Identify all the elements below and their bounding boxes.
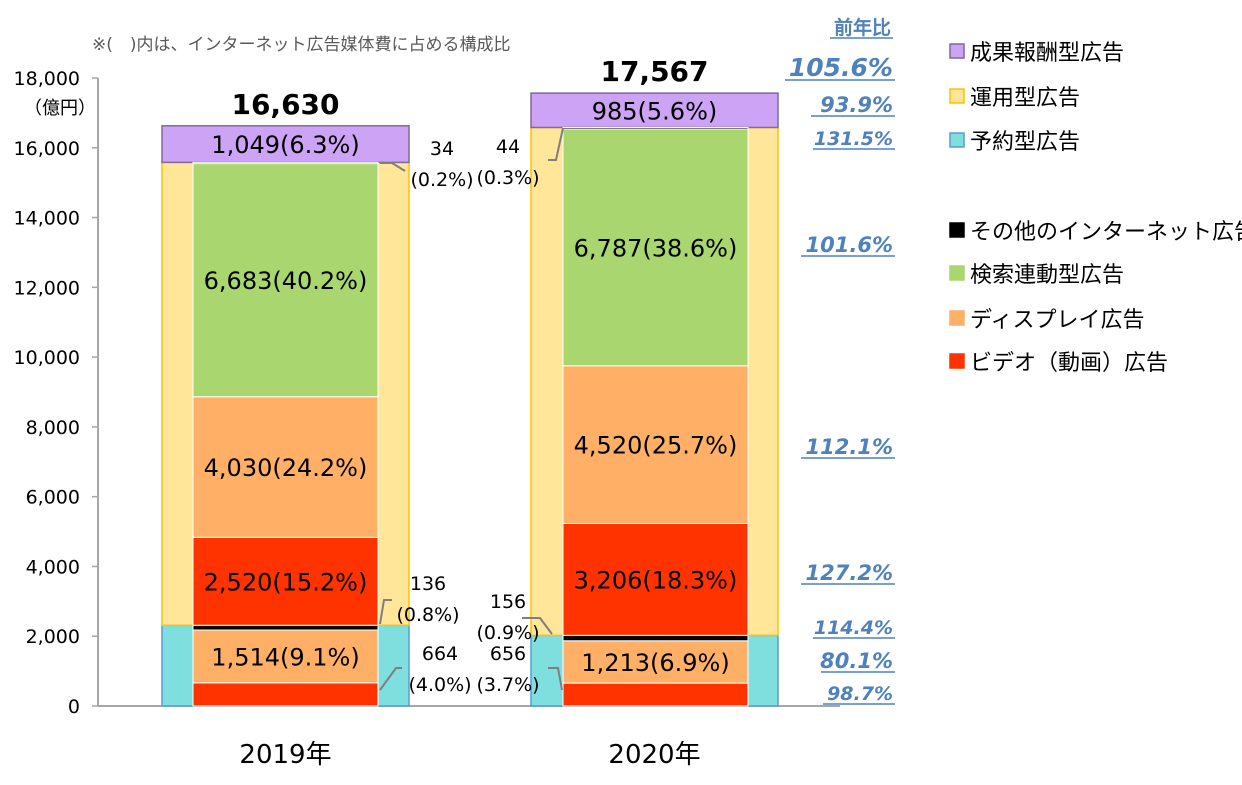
leader-line	[548, 667, 563, 691]
inner-segment	[562, 522, 749, 636]
small-share-label: (4.0%)	[408, 674, 471, 696]
segment-label: 6,683(40.2%)	[204, 267, 368, 295]
inner-segment	[192, 161, 379, 165]
segment-label: 985(5.6%)	[592, 97, 718, 125]
y-tick-label: 8,000	[26, 417, 80, 439]
leader-line	[379, 599, 392, 625]
yoy-value: 127.2%	[806, 561, 893, 585]
y-tick-label: 6,000	[26, 487, 80, 509]
yoy-value: 93.9%	[820, 93, 893, 117]
inner-segment	[562, 634, 749, 642]
inner-segment	[562, 682, 749, 707]
leader-line	[380, 162, 406, 172]
segment-label: 1,213(6.9%)	[581, 649, 729, 677]
yoy-value: 101.6%	[806, 233, 893, 257]
segment-label: 4,520(25.7%)	[574, 432, 738, 460]
legend-swatch	[949, 222, 965, 238]
legend-swatch	[949, 310, 965, 326]
legend-swatch	[949, 43, 965, 59]
yoy-value: 105.6%	[789, 53, 893, 82]
total-label: 17,567	[600, 55, 708, 88]
legend-label: ビデオ（動画）広告	[970, 351, 1168, 376]
small-share-label: (0.3%)	[476, 167, 539, 189]
legend-swatch	[949, 265, 965, 281]
small-value-label: 664	[422, 643, 458, 665]
small-value-label: 656	[490, 643, 526, 665]
y-tick-label: 16,000	[14, 138, 80, 160]
inner-segment	[192, 536, 379, 626]
legend-swatch	[949, 88, 965, 104]
segment-label: 1,049(6.3%)	[211, 131, 359, 159]
segment-label: 4,030(24.2%)	[204, 454, 368, 482]
legend-label: ディスプレイ広告	[970, 308, 1144, 333]
y-tick-label: 14,000	[14, 208, 80, 230]
yoy-value: 114.4%	[814, 617, 893, 639]
y-tick-label: 4,000	[26, 556, 80, 578]
inner-segment	[192, 163, 379, 398]
small-value-label: 136	[410, 573, 446, 595]
y-tick-label: 0	[68, 696, 80, 718]
inner-segment	[562, 640, 749, 684]
segment-label: 3,206(18.3%)	[574, 566, 738, 594]
yoy-value: 80.1%	[820, 649, 893, 673]
small-value-label: 34	[430, 138, 454, 160]
small-value-label: 156	[490, 591, 526, 613]
inner-segment	[192, 396, 379, 538]
y-tick-label: 10,000	[14, 347, 80, 369]
legend-label: 運用型広告	[970, 86, 1080, 111]
segment-label: 2,520(15.2%)	[204, 568, 368, 596]
y-tick-label: 12,000	[14, 277, 80, 299]
legend-label: 成果報酬型広告	[970, 41, 1124, 66]
segment-label: 6,787(38.6%)	[574, 234, 738, 262]
small-share-label: (3.7%)	[476, 674, 539, 696]
leader-line	[522, 617, 553, 635]
small-share-label: (0.2%)	[410, 169, 473, 191]
segment-label: 1,514(9.1%)	[211, 643, 359, 671]
leader-line	[548, 127, 564, 161]
legend-swatch	[949, 353, 965, 369]
inner-segment	[562, 126, 749, 130]
leader-line	[379, 667, 402, 691]
y-axis-unit: （億円）	[24, 98, 96, 119]
legend-label: その他のインターネット広告	[970, 220, 1242, 245]
small-value-label: 44	[496, 136, 520, 158]
legend-label: 予約型広告	[970, 130, 1080, 155]
yoy-value: 98.7%	[827, 683, 893, 705]
small-share-label: (0.8%)	[396, 604, 459, 626]
y-tick-label: 18,000	[14, 68, 80, 90]
inner-segment	[192, 682, 379, 707]
legend-swatch	[949, 132, 965, 148]
inner-segment	[562, 128, 749, 367]
yoy-title: 前年比	[834, 16, 891, 39]
legend-label: 検索連動型広告	[970, 263, 1124, 288]
y-tick-label: 2,000	[26, 626, 80, 648]
small-share-label: (0.9%)	[476, 622, 539, 644]
yoy-value: 131.5%	[814, 128, 893, 150]
inner-segment	[192, 624, 379, 631]
chart-note: ※( )内は、インターネット広告媒体費に占める構成比	[92, 35, 511, 55]
total-label: 16,630	[231, 88, 339, 121]
x-tick-label: 2020年	[608, 740, 700, 770]
outer-segment	[530, 92, 779, 129]
inner-segment	[562, 365, 749, 524]
x-tick-label: 2019年	[239, 740, 331, 770]
yoy-value: 112.1%	[806, 435, 893, 459]
